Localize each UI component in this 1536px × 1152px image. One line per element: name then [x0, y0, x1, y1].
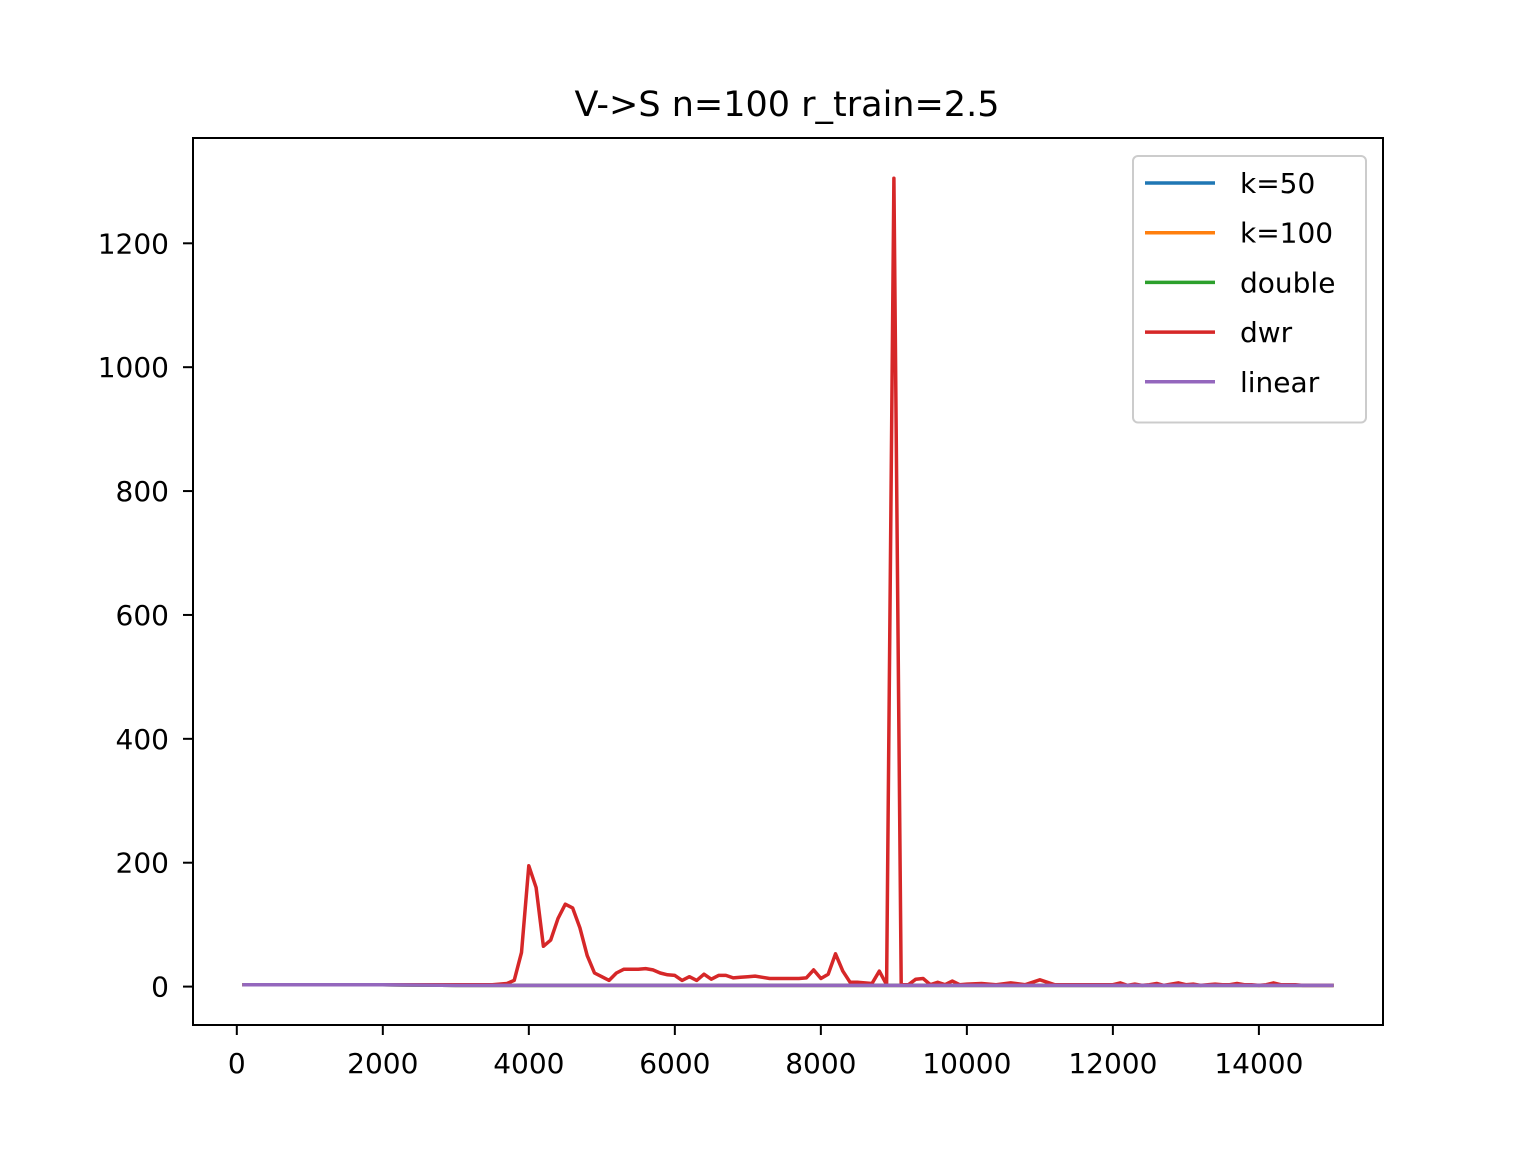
x-axis: 0 2000 4000 6000 8000 10000 12000 14000 — [228, 1025, 1303, 1080]
legend-label-dwr: dwr — [1240, 316, 1293, 349]
x-tick-label: 0 — [228, 1047, 246, 1080]
x-tick-label: 6000 — [639, 1047, 710, 1080]
y-tick-label: 1200 — [98, 227, 169, 260]
y-tick-label: 600 — [116, 599, 169, 632]
x-tick-label: 4000 — [493, 1047, 564, 1080]
x-tick-label: 10000 — [922, 1047, 1011, 1080]
y-tick-label: 200 — [116, 847, 169, 880]
legend-label-k-100: k=100 — [1240, 217, 1333, 250]
x-tick-label: 12000 — [1068, 1047, 1157, 1080]
legend-label-linear: linear — [1240, 366, 1320, 399]
legend: k=50 k=100 double dwr linear — [1132, 155, 1367, 424]
axes-frame — [192, 137, 1384, 1026]
x-tick-label: 14000 — [1214, 1047, 1303, 1080]
y-tick-label: 0 — [151, 971, 169, 1004]
legend-label-k-50: k=50 — [1240, 167, 1315, 200]
x-tick-label: 2000 — [347, 1047, 418, 1080]
y-tick-label: 800 — [116, 475, 169, 508]
series-line-linear — [242, 982, 1334, 988]
chart-title: V->S n=100 r_train=2.5 — [575, 85, 1000, 125]
y-axis: 0 200 400 600 800 1000 1200 — [98, 227, 193, 1004]
x-tick-label: 8000 — [785, 1047, 856, 1080]
y-tick-label: 1000 — [98, 351, 169, 384]
legend-label-double: double — [1240, 266, 1335, 299]
y-tick-label: 400 — [116, 723, 169, 756]
plot-lines — [242, 176, 1334, 988]
legend-box — [1132, 155, 1367, 424]
